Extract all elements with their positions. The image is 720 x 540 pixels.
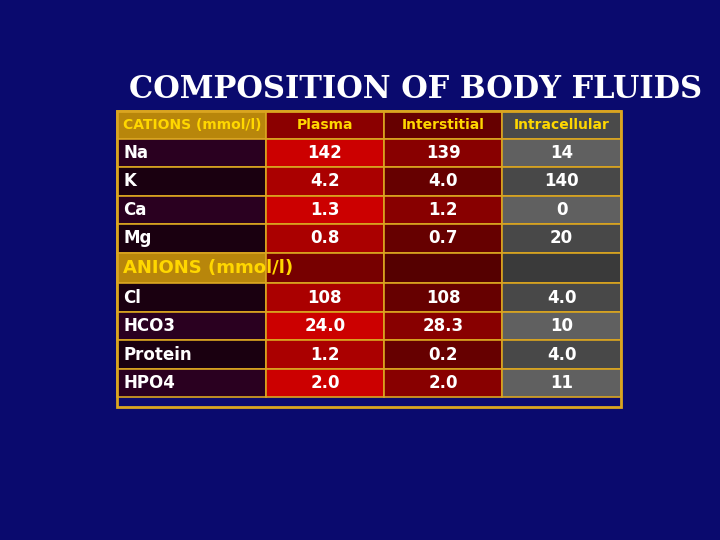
Text: 1.2: 1.2 — [310, 346, 340, 364]
Bar — [266, 195, 384, 224]
Text: 20: 20 — [550, 230, 573, 247]
Bar — [503, 224, 621, 253]
Bar — [266, 111, 384, 139]
Bar — [117, 253, 266, 284]
Bar — [117, 284, 266, 312]
Bar — [266, 167, 384, 195]
Bar — [266, 369, 384, 397]
Bar — [384, 312, 503, 340]
Bar — [117, 312, 266, 340]
Bar — [384, 167, 503, 195]
Text: 140: 140 — [544, 172, 579, 191]
Bar — [384, 284, 503, 312]
Bar — [266, 253, 384, 284]
Bar — [503, 340, 621, 369]
Bar — [266, 340, 384, 369]
Text: Mg: Mg — [123, 230, 152, 247]
Bar — [503, 284, 621, 312]
Text: Na: Na — [123, 144, 148, 162]
Text: 108: 108 — [307, 289, 342, 307]
Text: 10: 10 — [550, 317, 573, 335]
Bar — [266, 139, 384, 167]
Bar — [384, 224, 503, 253]
Bar — [503, 369, 621, 397]
Text: Intracellular: Intracellular — [514, 118, 610, 132]
Text: Ca: Ca — [123, 201, 147, 219]
Bar — [117, 111, 266, 139]
Text: 1.2: 1.2 — [428, 201, 458, 219]
Text: 142: 142 — [307, 144, 342, 162]
Text: Protein: Protein — [123, 346, 192, 364]
Bar — [503, 253, 621, 284]
Text: 24.0: 24.0 — [305, 317, 346, 335]
Bar — [384, 139, 503, 167]
Bar — [503, 139, 621, 167]
Bar — [503, 195, 621, 224]
Text: 4.0: 4.0 — [547, 346, 577, 364]
Text: CATIONS (mmol/l): CATIONS (mmol/l) — [123, 118, 262, 132]
Text: 1.3: 1.3 — [310, 201, 340, 219]
Text: 11: 11 — [550, 374, 573, 392]
Text: HPO4: HPO4 — [123, 374, 175, 392]
Bar — [117, 139, 266, 167]
Bar — [384, 369, 503, 397]
Bar — [117, 224, 266, 253]
Bar — [266, 312, 384, 340]
Text: 2.0: 2.0 — [310, 374, 340, 392]
Bar — [384, 253, 503, 284]
Text: 108: 108 — [426, 289, 461, 307]
Bar — [117, 340, 266, 369]
Text: 28.3: 28.3 — [423, 317, 464, 335]
Bar — [117, 195, 266, 224]
Bar — [503, 111, 621, 139]
Text: Plasma: Plasma — [297, 118, 354, 132]
Bar — [117, 111, 621, 408]
Bar — [266, 224, 384, 253]
Text: 139: 139 — [426, 144, 461, 162]
Text: ANIONS (mmol/l): ANIONS (mmol/l) — [123, 259, 294, 277]
Bar — [384, 195, 503, 224]
Bar — [503, 167, 621, 195]
Bar — [266, 284, 384, 312]
Text: 0: 0 — [556, 201, 567, 219]
Text: 0.8: 0.8 — [310, 230, 340, 247]
Text: HCO3: HCO3 — [123, 317, 176, 335]
Bar — [117, 167, 266, 195]
Text: 14: 14 — [550, 144, 573, 162]
Bar — [117, 369, 266, 397]
Text: 0.7: 0.7 — [428, 230, 458, 247]
Bar — [384, 340, 503, 369]
Text: COMPOSITION OF BODY FLUIDS: COMPOSITION OF BODY FLUIDS — [129, 74, 702, 105]
Text: 4.0: 4.0 — [547, 289, 577, 307]
Text: 4.2: 4.2 — [310, 172, 340, 191]
Text: Cl: Cl — [123, 289, 141, 307]
Bar — [384, 111, 503, 139]
Text: Interstitial: Interstitial — [402, 118, 485, 132]
Text: 2.0: 2.0 — [428, 374, 458, 392]
Text: 0.2: 0.2 — [428, 346, 458, 364]
Text: 4.0: 4.0 — [428, 172, 458, 191]
Bar — [503, 312, 621, 340]
Text: K: K — [123, 172, 136, 191]
